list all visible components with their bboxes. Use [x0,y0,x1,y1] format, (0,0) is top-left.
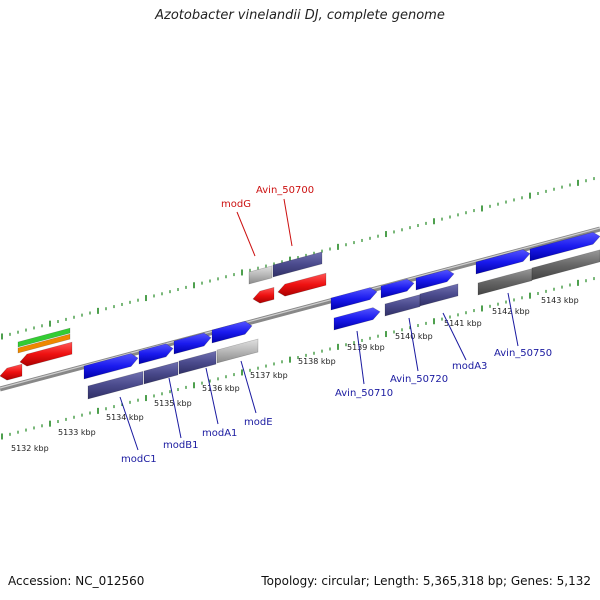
forward-gene-arrow [330,287,378,311]
scale-label: 5133 kbp [58,428,96,437]
scale-label: 5138 kbp [298,357,336,366]
reverse-gene-arrow [252,287,275,304]
forward-gene-arrow [415,269,455,291]
scale-label: 5135 kbp [154,399,192,408]
scale-label: 5132 kbp [11,444,49,453]
forward-gene-arrow [138,343,174,365]
gene-label: modA1 [202,428,237,439]
gene-label: Avin_50710 [335,388,393,399]
reverse-gene-arrow [19,341,73,367]
scale-label: 5143 kbp [541,296,579,305]
rna-feature [17,333,71,354]
forward-gene-arrow [211,320,253,344]
forward-gene-band [143,361,179,385]
scale-label: 5142 kbp [492,307,530,316]
gene-label: Avin_50750 [494,348,552,359]
forward-gene-arrow [173,332,212,355]
gene-features [0,231,600,400]
scale-label: 5141 kbp [444,319,482,328]
pseudo-gene-band [248,265,273,285]
forward-gene-arrow [333,307,381,331]
gene-labels: modC1 modB1 modA1 modE Avin_50710 Avin_5… [121,185,552,465]
gene-label: modE [244,417,273,428]
reverse-gene-arrow [277,272,327,297]
reverse-gene-band [272,251,323,278]
scale-label: 5139 kbp [347,343,385,352]
scale-label: 5136 kbp [202,384,240,393]
forward-gene-band [178,350,217,375]
forward-gene-arrow [380,278,415,299]
forward-gene-arrow [475,249,531,275]
gene-label: modC1 [121,454,157,465]
pseudo-gene-band [216,338,259,364]
gene-label: modB1 [163,440,198,451]
scale-label: 5137 kbp [250,371,288,380]
rna-feature [17,327,71,348]
forward-gene-arrow [83,353,139,380]
scale-label: 5134 kbp [106,413,144,422]
tick-tracks [1,177,595,440]
forward-gene-band [87,370,144,400]
genome-title: Azotobacter vinelandii DJ, complete geno… [155,8,445,23]
forward-label-leaders [119,292,519,451]
forward-gene-arrow [529,231,600,262]
backbone-highlight [0,227,600,389]
reverse-label-leaders [236,198,293,257]
accession-text: Accession: NC_012560 [8,574,145,588]
gene-label: modG [221,199,251,210]
topology-text: Topology: circular; Length: 5,365,318 bp… [261,574,591,588]
gene-label: Avin_50720 [390,374,448,385]
reverse-gene-arrow [0,363,23,381]
gene-label: Avin_50700 [256,185,314,196]
forward-gene-band [419,283,459,307]
forward-gene-band [384,294,421,317]
scale-label: 5140 kbp [395,332,433,341]
gene-label: modA3 [452,361,487,372]
pseudo-gene-band [531,249,600,281]
pseudo-gene-band [477,268,533,296]
scale-labels: 5132 kbp 5133 kbp 5134 kbp 5135 kbp 5136… [11,296,579,453]
